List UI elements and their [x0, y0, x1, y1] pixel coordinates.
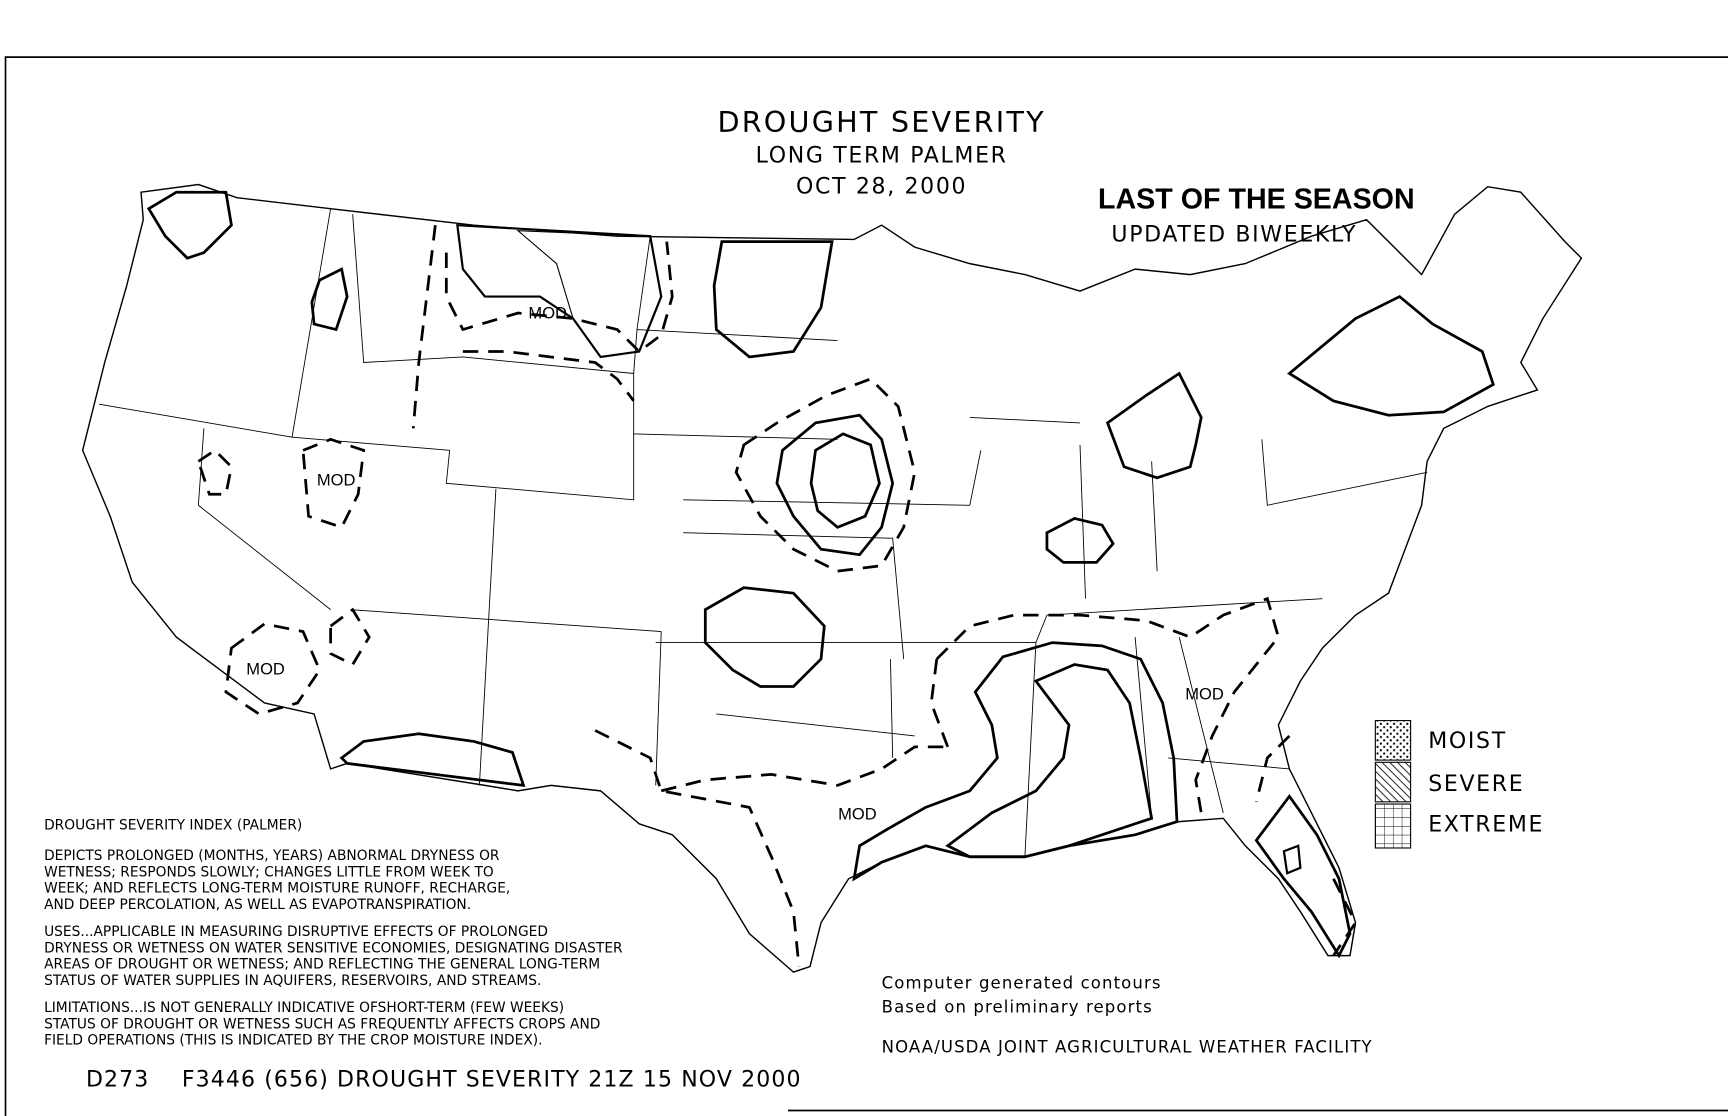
map-date: OCT 28, 2000: [796, 174, 967, 199]
footer: D273 F3446 (656) DROUGHT SEVERITY 21Z 15…: [86, 1067, 802, 1092]
notice-note: UPDATED BIWEEKLY: [1111, 223, 1357, 248]
credit: Based on preliminary reports: [882, 998, 1153, 1017]
index-line: DRYNESS OR WETNESS ON WATER SENSITIVE EC…: [44, 940, 623, 956]
map-title: DROUGHT SEVERITY: [717, 105, 1045, 139]
notice-headline: LAST OF THE SEASON: [1098, 184, 1415, 216]
index-line: WEEK; AND REFLECTS LONG-TERM MOISTURE RU…: [44, 881, 510, 897]
map-label: MOD: [317, 472, 356, 490]
map-subtitle: LONG TERM PALMER: [756, 144, 1008, 169]
index-line: STATUS OF WATER SUPPLIES IN AQUIFERS, RE…: [44, 973, 541, 989]
index-line: AND DEEP PERCOLATION, AS WELL AS EVAPOTR…: [44, 897, 471, 913]
credit: NOAA/USDA JOINT AGRICULTURAL WEATHER FAC…: [882, 1037, 1373, 1056]
map-label: MOD: [528, 305, 567, 323]
map-label: MOD: [838, 805, 877, 823]
index-line: USES...APPLICABLE IN MEASURING DISRUPTIV…: [44, 924, 548, 940]
legend-label: MOIST: [1428, 729, 1507, 754]
index-text: DEPICTS PROLONGED (MONTHS, YEARS) ABNORM…: [44, 848, 623, 1049]
legend: MOIST SEVERE EXTREME: [1374, 720, 1544, 849]
index-line: FIELD OPERATIONS (THIS IS INDICATED BY T…: [44, 1033, 542, 1049]
us-map: [81, 183, 1583, 973]
legend-swatch: [1374, 803, 1412, 849]
credit: Computer generated contours: [882, 974, 1162, 993]
index-heading: DROUGHT SEVERITY INDEX (PALMER): [44, 817, 302, 833]
frame: [4, 56, 1728, 1116]
legend-label: SEVERE: [1428, 772, 1524, 797]
map-label: MOD: [1185, 686, 1224, 704]
index-line: LIMITATIONS...IS NOT GENERALLY INDICATIV…: [44, 1000, 564, 1016]
index-line: DEPICTS PROLONGED (MONTHS, YEARS) ABNORM…: [44, 848, 500, 864]
index-line: STATUS OF DROUGHT OR WETNESS SUCH AS FRE…: [44, 1016, 600, 1032]
legend-swatch: [1374, 761, 1412, 803]
index-line: AREAS OF DROUGHT OR WETNESS; AND REFLECT…: [44, 957, 600, 973]
legend-swatch: [1374, 720, 1412, 761]
legend-label: EXTREME: [1428, 813, 1544, 838]
map-label: MOD: [246, 660, 285, 678]
index-line: WETNESS; RESPONDS SLOWLY; CHANGES LITTLE…: [44, 864, 494, 880]
